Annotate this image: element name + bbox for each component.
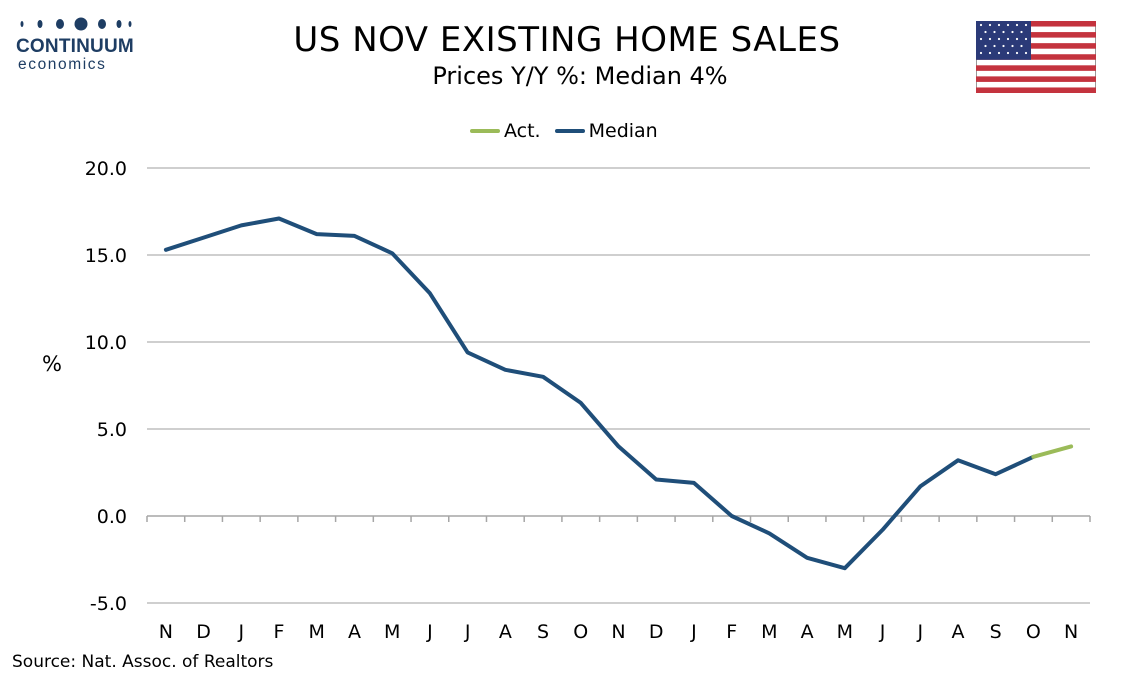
x-tick-label: S [990, 621, 1002, 643]
x-tick-label: O [1026, 621, 1041, 643]
chart-subtitle: Prices Y/Y %: Median 4% [432, 62, 728, 90]
y-tick-label: 10.0 [85, 332, 127, 354]
x-tick-label: A [499, 621, 512, 643]
source-note: Source: Nat. Assoc. of Realtors [12, 652, 274, 672]
y-axis-title: % [42, 352, 62, 376]
legend-label-median: Median [588, 120, 658, 142]
x-tick-label: D [649, 621, 664, 643]
series-line-median [163, 216, 1036, 571]
x-tick-label: O [573, 621, 588, 643]
x-tick-label: N [159, 621, 173, 643]
x-tick-label: J [916, 621, 923, 643]
x-tick-label: J [690, 621, 697, 643]
us-flag-icon [976, 21, 1096, 93]
x-tick-label: J [879, 621, 886, 643]
legend-item-median: Median [554, 120, 658, 142]
logo-dots-icon [20, 17, 132, 31]
x-tick-label: S [537, 621, 549, 643]
x-tick-label: D [196, 621, 211, 643]
logo-wordmark: CONTINUUM [16, 36, 134, 57]
x-tick-label: J [237, 621, 244, 643]
x-tick-label: M [837, 621, 853, 643]
y-tick-label: 5.0 [97, 419, 127, 441]
x-tick-label: M [384, 621, 400, 643]
y-tick-label: 15.0 [85, 245, 127, 267]
continuum-economics-logo: CONTINUUM economics [12, 14, 137, 74]
x-tick-label: A [951, 621, 964, 643]
logo-subtitle: economics [18, 56, 107, 73]
y-tick-label: 20.0 [85, 158, 127, 180]
chart-title: US NOV EXISTING HOME SALES [293, 20, 841, 60]
x-tick-label: N [1064, 621, 1078, 643]
x-tick-label: M [309, 621, 325, 643]
x-tick-label: A [348, 621, 361, 643]
y-tick-label: -5.0 [90, 593, 127, 615]
legend-swatch-act [470, 129, 500, 133]
x-tick-label: J [464, 621, 471, 643]
y-tick-label: 0.0 [97, 506, 127, 528]
series-line-act [1031, 444, 1074, 459]
legend-item-act: Act. [470, 120, 541, 142]
x-tick-label: N [611, 621, 625, 643]
x-tick-label: M [761, 621, 777, 643]
legend-swatch-median [554, 129, 585, 133]
x-tick-label: A [801, 621, 814, 643]
x-tick-label: F [726, 621, 737, 643]
chart-legend: Act. Median [470, 118, 672, 144]
x-tick-label: J [426, 621, 433, 643]
legend-label-act: Act. [504, 120, 541, 142]
x-tick-label: F [274, 621, 285, 643]
